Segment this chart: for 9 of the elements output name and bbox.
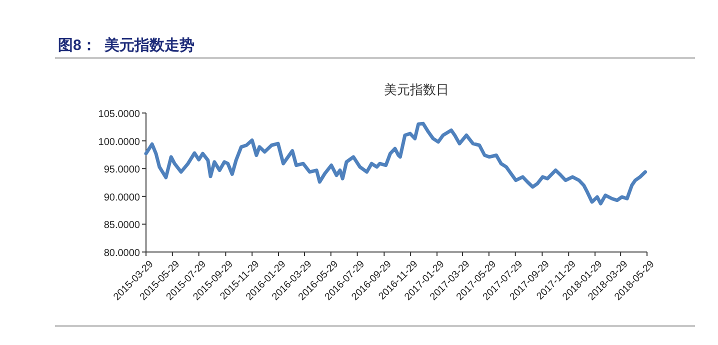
- line-series: [144, 122, 648, 206]
- y-tick-label: 85.0000: [104, 220, 140, 232]
- chart-subtitle: 美元指数日: [384, 82, 449, 97]
- y-tick-label: 95.0000: [104, 164, 140, 176]
- y-tick-label: 80.0000: [104, 248, 140, 259]
- y-tick-label: 100.0000: [98, 136, 140, 148]
- y-tick-label: 105.0000: [98, 109, 140, 120]
- chart-title: 图8： 美元指数走势: [58, 36, 195, 54]
- y-tick-label: 90.0000: [104, 192, 140, 204]
